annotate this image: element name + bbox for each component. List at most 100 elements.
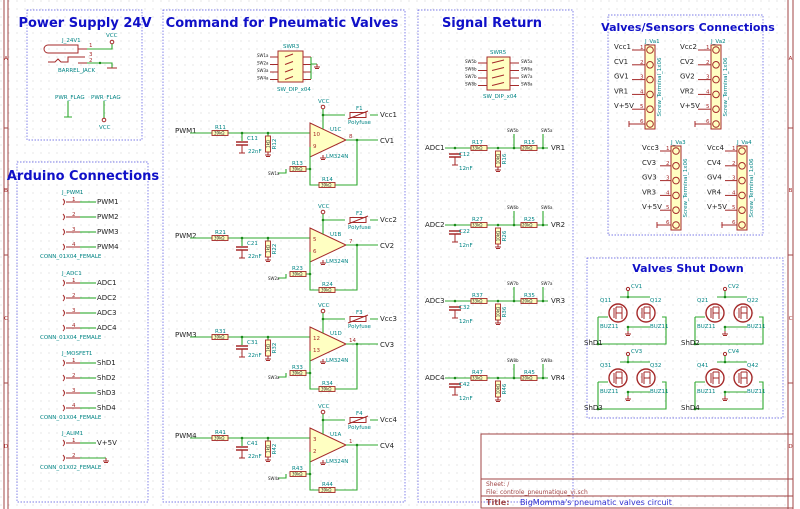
resistor-r25[interactable] [520,222,538,228]
net-label-adc3: ADC3 [97,309,117,317]
resistor-ref: R25 [524,217,535,223]
resistor-r31[interactable] [211,334,229,340]
resistor-r35[interactable] [520,298,538,304]
dip-net-label: SW6a [521,67,533,72]
polyfuse-f4[interactable]: F4 Polyfuse [347,411,372,431]
opamp-u1c[interactable]: 10 9 8 U1C LM324N [309,122,353,160]
capacitor[interactable] [236,446,248,459]
resistor-value: 10kΩ [496,384,501,394]
dip-ref: SWR5 [490,50,507,56]
barrel-jack[interactable] [43,39,117,69]
resistor-r24[interactable] [318,287,336,293]
polyfuse-f2[interactable]: F2 Polyfuse [347,211,372,231]
mosfet-q41[interactable]: Q41 BUZ11 [697,363,725,395]
mosfet-q21[interactable]: Q21 BUZ11 [697,298,725,330]
resistor-r11[interactable] [211,130,229,136]
resistor-r44[interactable] [318,487,336,493]
pin-number: 4 [666,190,670,196]
polyfuse-f3[interactable]: F3 Polyfuse [347,310,372,330]
screw-terminal-j_va4[interactable]: J_Va4 Screw_Terminal_1x06 1 Vcc4 2 CV4 3 GV4 4 VR… [707,140,755,231]
ground-icon [495,244,501,249]
resistor-ref: R34 [322,381,333,387]
dip-switch-lever [478,82,519,86]
wire [306,244,378,291]
resistor-r23[interactable] [289,271,307,277]
opamp-u1b[interactable]: 5 6 7 U1B LM324N [309,227,353,265]
capacitor-ref: C22 [459,229,470,235]
net-label-pwm1: PWM1 [97,198,119,206]
resistor-r43[interactable] [289,471,307,477]
mosfet-q12[interactable]: Q12 BUZ11 [636,298,668,330]
capacitor[interactable] [449,383,461,396]
resistor-r17[interactable] [470,145,488,151]
mosfet-q11[interactable]: Q11 BUZ11 [600,298,628,330]
resistor-r41[interactable] [211,435,229,441]
capacitor[interactable] [236,141,248,154]
screw-terminal-j_va1[interactable]: J_Va1 Screw_Terminal_1x06 1 Vcc1 2 CV1 3 GV1 4 VR… [614,39,663,130]
screw-icon [672,147,680,155]
dip-switch-lever [478,67,519,71]
ground-symbol [239,349,245,358]
capacitor-value: 22nF [248,149,262,155]
capacitor[interactable] [236,345,248,358]
junction-dot [626,325,630,329]
connector-value: CONN_01X02_FEMALE [40,465,102,471]
resistor-r13[interactable] [289,166,307,172]
junction-dot [453,223,457,227]
resistor-r15[interactable] [520,145,538,151]
resistor-value: 39kΩ [214,236,224,241]
resistor-r47[interactable] [470,375,488,381]
dip-switch-lever [270,61,311,65]
pin-number: 5 [640,104,644,110]
pwr-flag-2: PWR_FLAG [91,95,121,101]
pin-number: 3 [72,308,76,314]
resistor-body [470,222,488,228]
capacitor[interactable] [449,230,461,243]
opamp-u1d[interactable]: 12 13 14 U1D LM324N [309,326,356,364]
resistor-r45[interactable] [520,375,538,381]
opamp-u1a[interactable]: 3 2 1 U1A LM324N [309,427,353,465]
pin-out: 14 [349,338,356,344]
resistor-r21[interactable] [211,235,229,241]
screw-terminal-j_va2[interactable]: J_Va2 Screw_Terminal_1x06 1 Vcc2 2 CV2 3 GV2 4 VR… [680,39,729,130]
mosfet-ref: Q11 [600,298,611,304]
junction-dot [355,243,359,247]
mosfet-q32[interactable]: Q32 BUZ11 [636,363,668,395]
ground-symbol [239,250,245,259]
dip-switch-swr5[interactable]: SWR5 SW5b SW5a SW6b SW6a SW7b SW7a SW8b SW8a SW_D… [465,50,533,100]
screw-terminal-j_va3[interactable]: J_Va3 Screw_Terminal_1x06 1 Vcc3 2 CV3 3 GV3 4 VR… [642,140,689,231]
capacitor[interactable] [449,306,461,319]
mosfet-q22[interactable]: Q22 BUZ11 [733,298,765,330]
net-label-cv2: CV2 [380,242,394,250]
junction-dot [512,376,516,380]
resistor-r14[interactable] [318,182,336,188]
junction-dot [723,390,727,394]
terminal-ref: J_Va1 [644,39,660,45]
polyfuse-f1[interactable]: F1 Polyfuse [347,106,372,126]
dip-switch-swr3[interactable]: SWR3 SW1a SW2a SW3a SW4a SW_DIP_x04 [257,44,320,93]
screw-icon [738,221,746,229]
capacitor[interactable] [449,153,461,166]
resistor-body [318,386,336,392]
dip-body [486,56,511,91]
resistor-body [470,375,488,381]
mosfet-q42[interactable]: Q42 BUZ11 [733,363,765,395]
resistor-r37[interactable] [470,298,488,304]
mosfet-ref: Q22 [747,298,758,304]
resistor-r27[interactable] [470,222,488,228]
capacitor[interactable] [236,246,248,259]
mosfet-q31[interactable]: Q31 BUZ11 [600,363,628,395]
screw-icon [712,61,720,69]
resistor-r33[interactable] [289,370,307,376]
resistor-r34[interactable] [318,386,336,392]
opamp-ref: U1D [330,331,342,337]
pin-minus: 13 [313,348,320,354]
connector-pin [62,213,80,221]
